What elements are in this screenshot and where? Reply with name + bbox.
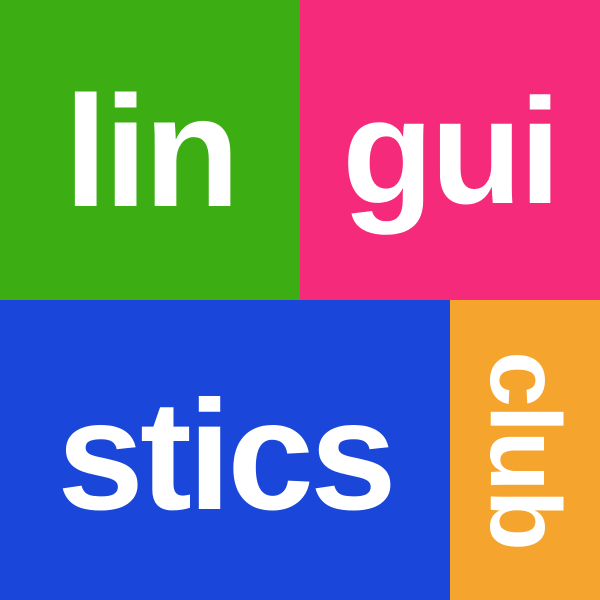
tile-stics: stics: [0, 300, 450, 600]
logo-word-lin: lin: [63, 64, 240, 240]
tile-lin: lin: [0, 0, 300, 300]
logo-word-club: club: [469, 351, 581, 549]
logo-word-gui: gui: [342, 67, 561, 235]
tile-club: club: [450, 300, 600, 600]
tile-gui: gui: [300, 0, 600, 300]
logo-word-stics: stics: [57, 369, 397, 543]
